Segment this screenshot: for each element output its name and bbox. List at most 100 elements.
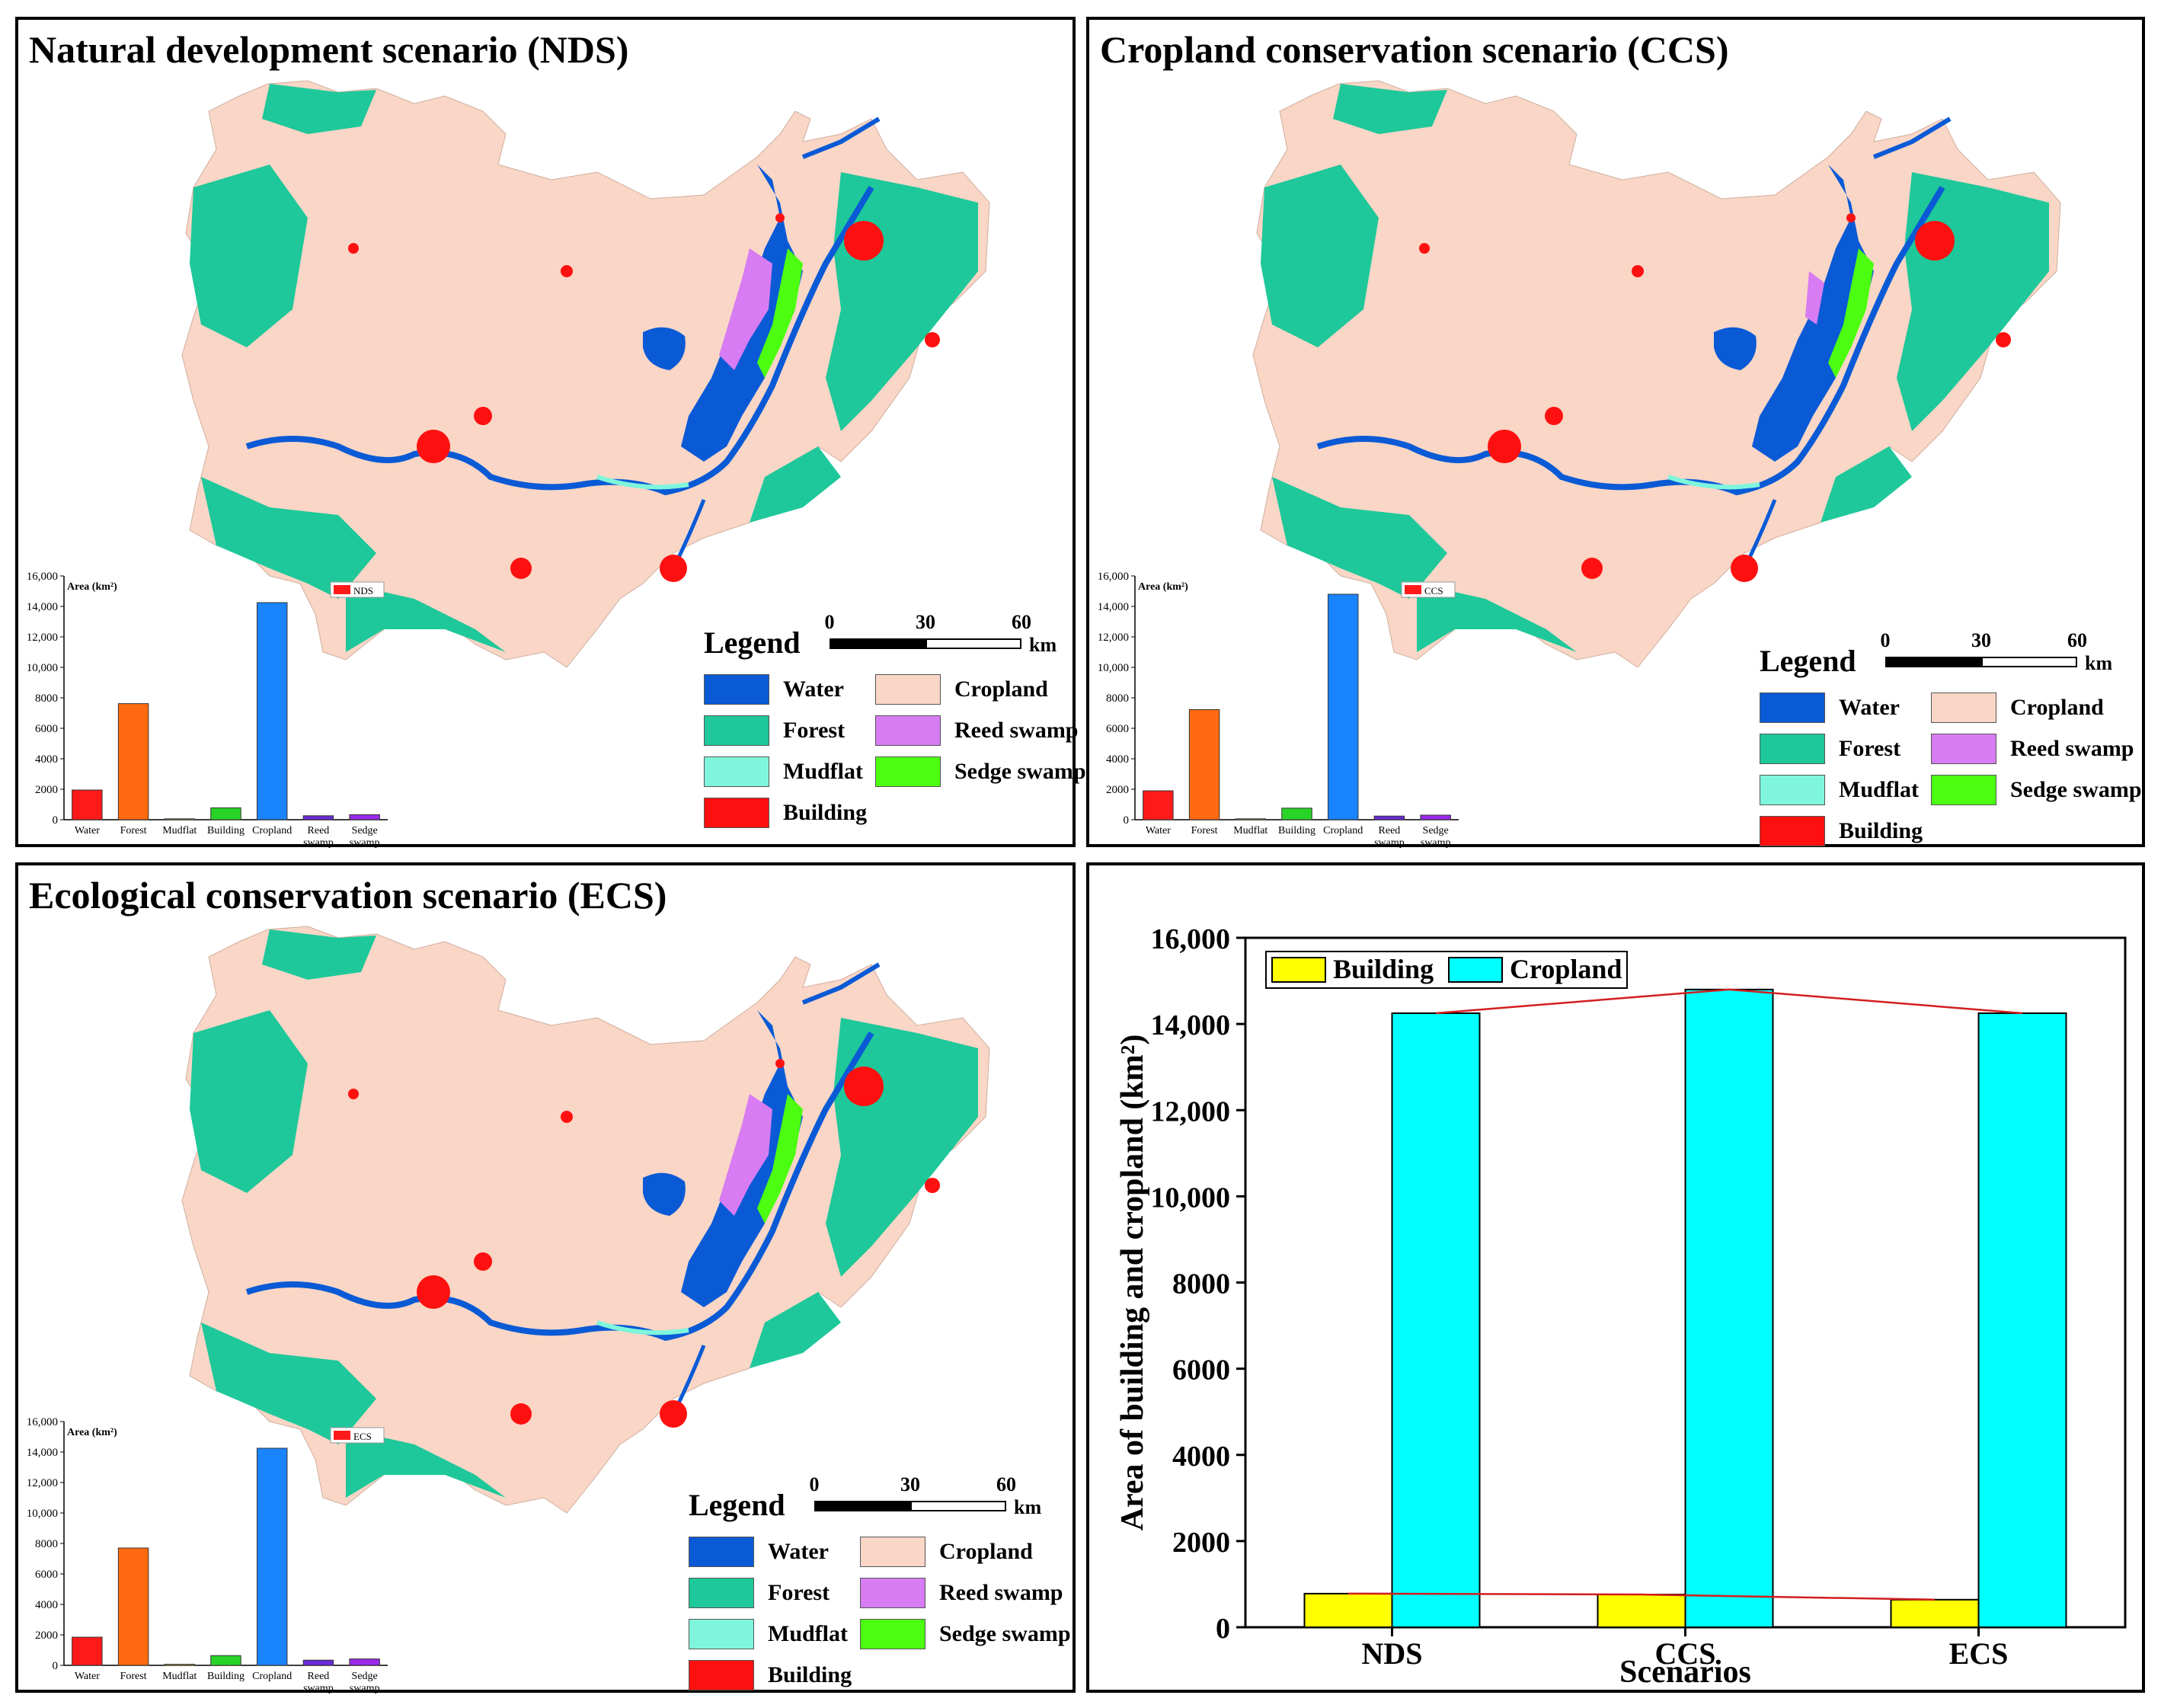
legend-item-reed: Reed swamp: [875, 713, 1079, 748]
bar-cropland: [1327, 593, 1359, 820]
legend-item-cropland: Cropland: [1931, 690, 2104, 725]
bar-forest: [117, 1547, 149, 1666]
trend-line-cropland: [1435, 988, 2023, 1015]
y-axis-label: Area of building and cropland (km²): [1115, 1035, 1150, 1531]
forest-area: [1333, 84, 1447, 134]
x-tick-label: Sedge: [352, 1671, 378, 1682]
forest-area: [1821, 446, 1912, 523]
bar-building: [1890, 1598, 1980, 1628]
x-tick-label: Sedge: [352, 825, 378, 836]
y-tick-label: 14,000: [1098, 601, 1129, 613]
y-tick-label: 4000: [1172, 1441, 1230, 1473]
legend-item-mudflat: Mudflat: [704, 754, 863, 789]
y-tick-label: 0: [53, 814, 59, 827]
map-legend: Legend 0 30 60 km Water Forest Mudflat Building C…: [704, 611, 1130, 828]
bar-water: [72, 789, 103, 820]
scale-tick-label: 60: [2067, 629, 2087, 651]
bar-cropland: [1391, 1012, 1481, 1628]
bar-cropland: [256, 602, 288, 820]
bar-building: [1303, 1592, 1393, 1628]
scale-tick-label: 60: [996, 1473, 1016, 1495]
legend-item-building: Building: [689, 1658, 852, 1693]
legend-swatch: [860, 1578, 925, 1608]
x-tick-label: swamp: [350, 1683, 380, 1694]
panel-ecs: Ecological conservation scenario (ECS) 0…: [15, 862, 1076, 1694]
legend-swatch: [1760, 816, 1825, 846]
legend-item-water: Water: [1760, 690, 1900, 725]
scale-tick-label: 30: [900, 1473, 920, 1495]
scale-segment: [1885, 657, 1981, 667]
building-area: [1996, 332, 2011, 347]
legend-label: Forest: [768, 1580, 830, 1605]
x-tick-label: Water: [75, 825, 100, 836]
chart-legend-label: NDS: [353, 585, 373, 597]
land-use-map: [181, 926, 990, 1514]
legend-item-mudflat: Mudflat: [689, 1617, 848, 1652]
scale-tick-label: 0: [1880, 629, 1891, 651]
x-tick-label: NDS: [1361, 1636, 1422, 1671]
building-area: [474, 407, 492, 425]
y-tick-label: 6000: [35, 1569, 58, 1581]
building-area: [561, 1111, 573, 1123]
chart-legend-label: ECS: [353, 1431, 372, 1442]
area-bar-chart: 0 2000 4000 6000 8000 10,000 12,000 14,000 16,00…: [27, 1416, 388, 1694]
map-legend: Legend 0 30 60 km Water Forest Mudflat Building C…: [689, 1473, 1115, 1690]
scale-bar: 0 30 60 km: [1881, 629, 2113, 675]
x-tick-label: Mudflat: [162, 1671, 197, 1682]
scale-tick-label: 60: [1012, 611, 1031, 633]
bar-sedge-swamp: [349, 1658, 380, 1666]
scale-tick-label: 30: [1971, 629, 1991, 651]
building-area: [1419, 243, 1430, 254]
building-area: [925, 332, 940, 347]
x-tick-label: Sedge: [1423, 825, 1449, 836]
y-tick-label: 14,000: [27, 601, 58, 613]
legend-label: Cropland: [939, 1539, 1033, 1564]
y-tick-label: 12,000: [27, 632, 58, 644]
legend-item-forest: Forest: [689, 1575, 830, 1610]
y-tick-label: 6000: [1106, 723, 1129, 735]
y-tick-label: 14,000: [27, 1447, 58, 1459]
x-tick-label: Building: [1278, 825, 1315, 836]
sedge-swamp-area: [757, 248, 803, 378]
forest-area: [262, 929, 376, 980]
x-tick-label: Mudflat: [1233, 825, 1268, 836]
panel-title: Ecological conservation scenario (ECS): [29, 874, 667, 916]
y-axis-label: Area (km²): [67, 581, 117, 593]
bar-cropland: [1684, 988, 1774, 1628]
panel-title: Cropland conservation scenario (CCS): [1100, 28, 1729, 71]
legend-item-cropland: Cropland: [875, 672, 1048, 707]
legend-item-water: Water: [689, 1534, 829, 1569]
building-area: [1545, 407, 1563, 425]
building-area: [1846, 213, 1856, 222]
building-area: [417, 1275, 450, 1309]
x-tick-label: swamp: [1374, 837, 1405, 849]
legend-swatch: [689, 1578, 754, 1608]
y-tick-label: 0: [1124, 814, 1130, 827]
legend-item-sedge: Sedge swamp: [1931, 772, 2142, 808]
lake-water: [643, 327, 686, 370]
scale-unit: km: [1029, 634, 1057, 656]
x-tick-label: swamp: [1421, 837, 1451, 849]
building-area: [474, 1252, 492, 1271]
y-axis-label: Area (km²): [67, 1427, 117, 1438]
x-tick-label: Cropland: [1323, 825, 1363, 836]
legend-swatch: [704, 674, 769, 705]
bar-mudflat: [164, 818, 196, 820]
x-tick-label: swamp: [303, 837, 334, 849]
x-tick-label: Forest: [120, 1671, 147, 1682]
legend-swatch: [689, 1660, 754, 1690]
legend-swatch-cropland: [1448, 957, 1503, 983]
legend-swatch: [860, 1619, 925, 1649]
panel-nds: Natural development scenario (NDS) 0 2000…: [15, 17, 1086, 849]
y-tick-label: 4000: [1106, 753, 1129, 766]
legend-label: Water: [1839, 695, 1900, 720]
legend-label: Building: [768, 1662, 852, 1687]
legend-item-forest: Forest: [704, 713, 845, 748]
y-tick-label: 0: [1216, 1613, 1230, 1645]
river: [801, 117, 881, 159]
y-tick-label: 2000: [1106, 784, 1129, 796]
scale-tick-label: 30: [916, 611, 935, 633]
y-tick-label: 12,000: [1151, 1095, 1231, 1127]
legend-item-sedge: Sedge swamp: [860, 1617, 1071, 1652]
legend-label: Reed swamp: [954, 718, 1079, 743]
